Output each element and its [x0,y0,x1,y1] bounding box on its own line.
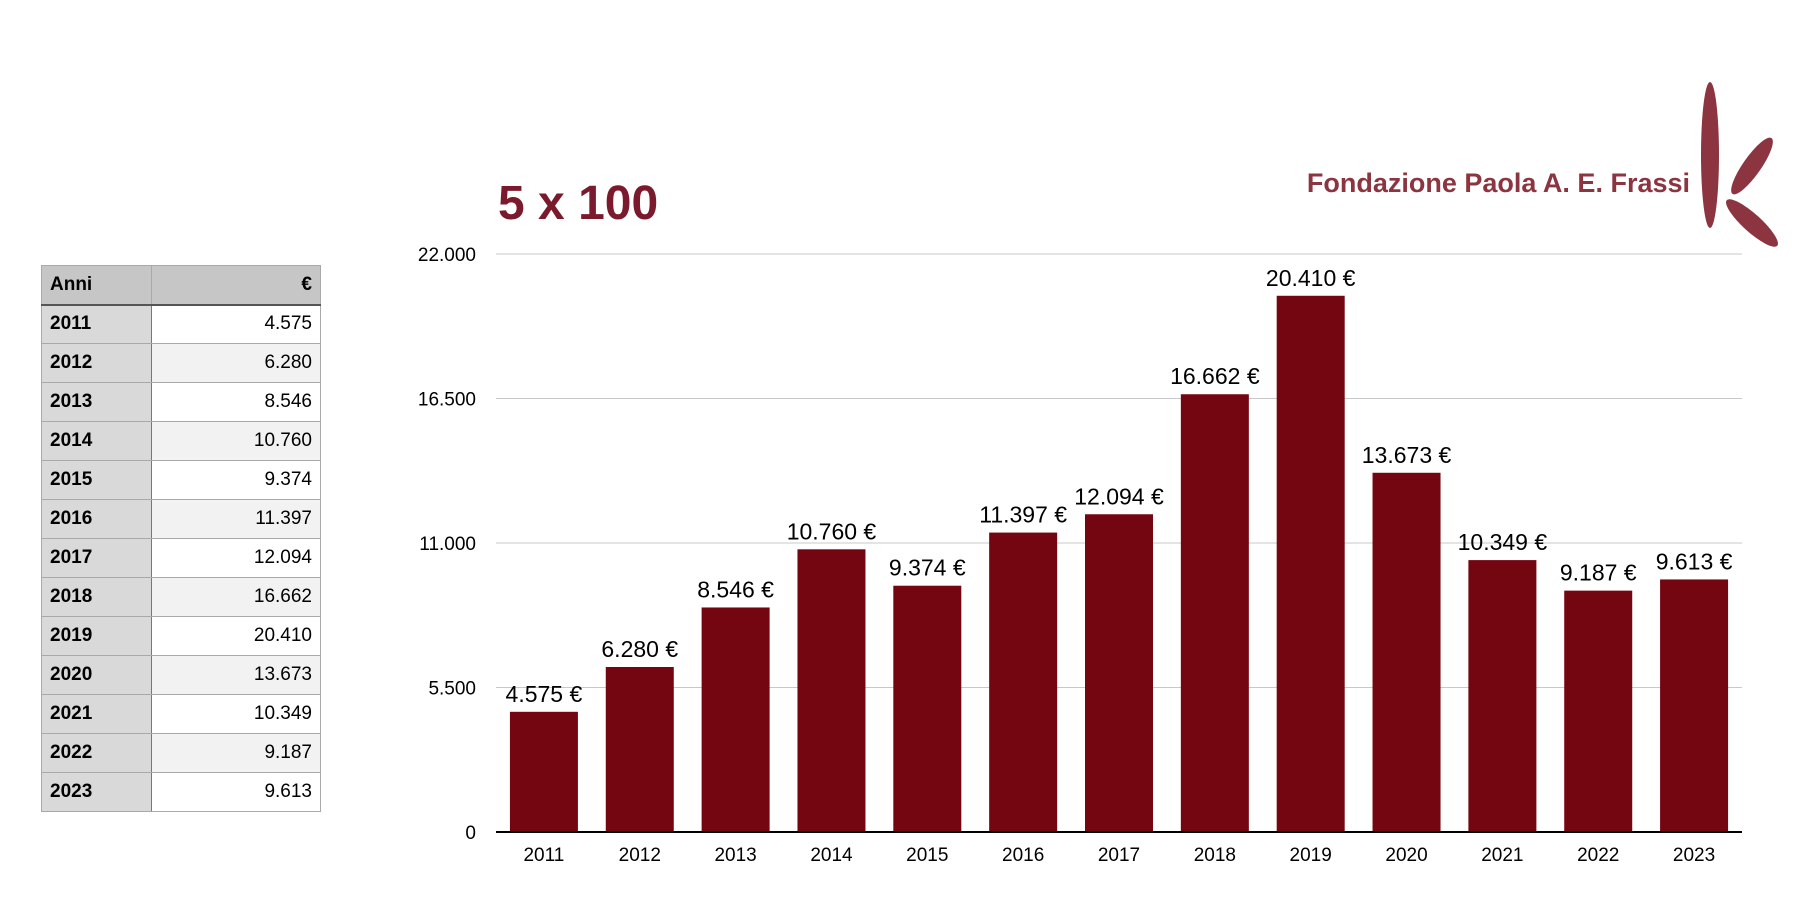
bar-2023 [1660,579,1729,832]
x-tick-label: 2011 [523,845,564,866]
table-row: 2014 10.760 [41,421,321,461]
bar-2012 [605,667,674,832]
table-cell-year: 2020 [41,655,152,695]
bar-2022 [1564,590,1633,832]
x-tick-label: 2021 [1481,845,1523,866]
table-cell-value: 6.280 [151,343,321,383]
chart-title: 5 x 100 [498,177,659,230]
bar-2016 [989,532,1058,832]
bar-value-label: 9.374 € [889,555,966,581]
y-tick-label: 22.000 [418,245,476,266]
table-row: 2020 13.673 [41,655,321,695]
bar-data-labels: 4.575 € 6.280 € 8.546 € 10.760 € 9.374 € 11.3… [506,265,1733,707]
table-cell-year: 2021 [41,694,152,734]
table-row: 2015 9.374 [41,460,321,500]
table-cell-value: 10.349 [151,694,321,734]
y-tick-label: 16.500 [418,390,476,411]
y-tick-label: 5.500 [428,679,476,700]
bar-value-label: 13.673 € [1362,442,1452,468]
table-row: 2011 4.575 [41,304,321,344]
table-cell-value: 20.410 [151,616,321,656]
bar-value-label: 10.349 € [1458,529,1548,555]
table-cell-year: 2012 [41,343,152,383]
table-cell-value: 8.546 [151,382,321,422]
table-cell-value: 9.613 [151,772,321,812]
table-body: 2011 4.575 2012 6.280 2013 8.546 2014 10.760 201… [41,304,321,812]
x-axis-ticks: 2011 2012 2013 2014 2015 2016 2017 2018 2019 2020… [523,845,1715,866]
bar-2019 [1276,295,1345,832]
table-row: 2018 16.662 [41,577,321,617]
table-cell-value: 9.374 [151,460,321,500]
bar-value-label: 4.575 € [506,681,583,707]
x-tick-label: 2012 [619,845,661,866]
bar-2020 [1372,472,1441,832]
table-row: 2017 12.094 [41,538,321,578]
bar-value-label: 11.397 € [979,502,1067,528]
table-header-value: € [151,265,321,306]
table-row: 2019 20.410 [41,616,321,656]
table-cell-value: 10.760 [151,421,321,461]
x-tick-label: 2017 [1098,845,1140,866]
table-cell-year: 2022 [41,733,152,773]
organization-name: Fondazione Paola A. E. Frassi [1306,168,1690,198]
table-cell-value: 4.575 [151,304,321,344]
y-axis-ticks: 0 5.500 11.000 16.500 22.000 [418,245,476,844]
bar-value-label: 12.094 € [1074,483,1164,509]
table-row: 2012 6.280 [41,343,321,383]
bar-2011 [509,711,578,832]
bar-value-label: 9.187 € [1560,560,1637,586]
bar-2018 [1180,394,1249,832]
bar-value-label: 16.662 € [1170,363,1260,389]
x-tick-label: 2022 [1577,845,1619,866]
x-tick-label: 2019 [1290,845,1332,866]
data-table: Anni € 2011 4.575 2012 6.280 2013 8.546 2014 10… [41,265,321,812]
table-header-row: Anni € [41,265,321,306]
table-row: 2022 9.187 [41,733,321,773]
bar-2014 [797,549,866,832]
table-row: 2021 10.349 [41,694,321,734]
x-tick-label: 2013 [714,845,756,866]
table-header-year: Anni [41,265,152,306]
table-cell-year: 2013 [41,382,152,422]
table-row: 2016 11.397 [41,499,321,539]
leaf-logo-icon [1701,82,1778,247]
table-cell-value: 16.662 [151,577,321,617]
table-row: 2013 8.546 [41,382,321,422]
bar-value-label: 6.280 € [601,636,678,662]
table-cell-year: 2018 [41,577,152,617]
x-tick-label: 2016 [1002,845,1044,866]
bar-2013 [701,607,770,832]
table-cell-value: 9.187 [151,733,321,773]
table-cell-year: 2015 [41,460,152,500]
bar-value-label: 9.613 € [1656,548,1733,574]
x-tick-label: 2018 [1194,845,1236,866]
x-tick-label: 2020 [1385,845,1427,866]
x-tick-label: 2015 [906,845,948,866]
bar-value-label: 10.760 € [787,518,877,544]
y-tick-label: 0 [465,823,476,844]
bar-2015 [893,585,962,832]
bar-2017 [1085,514,1153,832]
x-tick-label: 2023 [1673,845,1715,866]
chart-bars [509,295,1729,832]
bar-value-label: 8.546 € [697,576,774,602]
bar-2021 [1468,560,1537,832]
y-tick-label: 11.000 [419,534,476,555]
table-row: 2023 9.613 [41,772,321,812]
table-cell-value: 13.673 [151,655,321,695]
table-cell-year: 2016 [41,499,152,539]
x-tick-label: 2014 [810,845,853,866]
bar-value-label: 20.410 € [1266,265,1356,291]
